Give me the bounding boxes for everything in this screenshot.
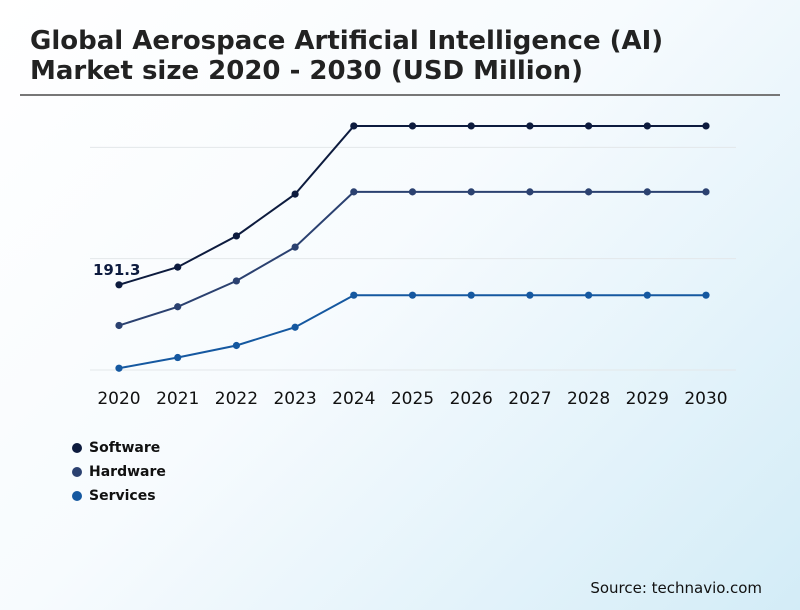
data-point-software — [702, 122, 710, 130]
x-tick-label: 2021 — [156, 389, 199, 409]
series-line-software — [118, 125, 706, 286]
data-point-hardware — [115, 321, 123, 330]
data-point-hardware — [643, 188, 651, 196]
legend-dot-services — [72, 491, 82, 501]
data-point-software — [467, 122, 475, 130]
data-point-hardware — [408, 188, 417, 196]
data-point-software — [350, 122, 358, 130]
legend-dot-software — [72, 443, 82, 453]
x-tick-label: 2029 — [626, 389, 669, 409]
data-point-hardware — [174, 303, 182, 311]
data-point-hardware — [585, 188, 593, 196]
data-point-hardware — [291, 243, 299, 251]
data-point-software — [232, 232, 240, 240]
data-point-software — [115, 281, 123, 289]
data-point-software — [526, 122, 534, 130]
data-point-services — [291, 323, 299, 331]
data-point-services — [232, 341, 240, 350]
data-point-services — [585, 291, 593, 299]
x-tick-label: 2024 — [332, 389, 375, 409]
data-point-services — [643, 291, 651, 299]
x-tick-label: 2022 — [215, 389, 258, 409]
legend-label-hardware: Hardware — [89, 464, 166, 480]
x-tick-label: 2023 — [273, 389, 316, 409]
series-line-services — [118, 294, 706, 370]
data-point-hardware — [467, 188, 475, 196]
chart-title: Global Aerospace Artificial Intelligence… — [30, 26, 664, 86]
data-point-software — [291, 190, 299, 198]
source-credit: Source: technavio.com — [590, 579, 762, 597]
data-point-software — [585, 122, 593, 130]
data-point-hardware — [526, 188, 534, 196]
data-point-services — [702, 291, 710, 299]
legend-item-software[interactable]: Software — [72, 436, 166, 460]
x-tick-label: 2020 — [97, 389, 140, 409]
title-divider — [20, 94, 780, 96]
data-point-software — [643, 122, 651, 130]
data-point-services — [408, 291, 417, 299]
x-tick-label: 2027 — [508, 389, 551, 409]
data-point-hardware — [232, 277, 240, 285]
data-point-services — [174, 353, 182, 362]
data-point-hardware — [350, 188, 358, 196]
data-point-services — [526, 291, 534, 299]
legend-label-software: Software — [89, 440, 161, 456]
x-tick-label: 2028 — [567, 389, 610, 409]
data-point-services — [115, 364, 123, 372]
x-tick-label: 2026 — [450, 389, 493, 409]
data-point-software — [174, 263, 182, 271]
data-point-services — [350, 291, 358, 299]
legend-item-hardware[interactable]: Hardware — [72, 460, 166, 484]
data-label: 191.3 — [93, 261, 140, 279]
data-point-hardware — [702, 188, 710, 196]
legend-dot-hardware — [72, 467, 82, 477]
legend-item-services[interactable]: Services — [72, 484, 166, 508]
x-tick-label: 2025 — [391, 389, 434, 409]
data-point-services — [467, 291, 475, 299]
legend-label-services: Services — [89, 488, 156, 504]
legend: Software Hardware Services — [72, 436, 166, 508]
x-tick-label: 2030 — [684, 389, 727, 409]
data-point-software — [408, 122, 417, 130]
